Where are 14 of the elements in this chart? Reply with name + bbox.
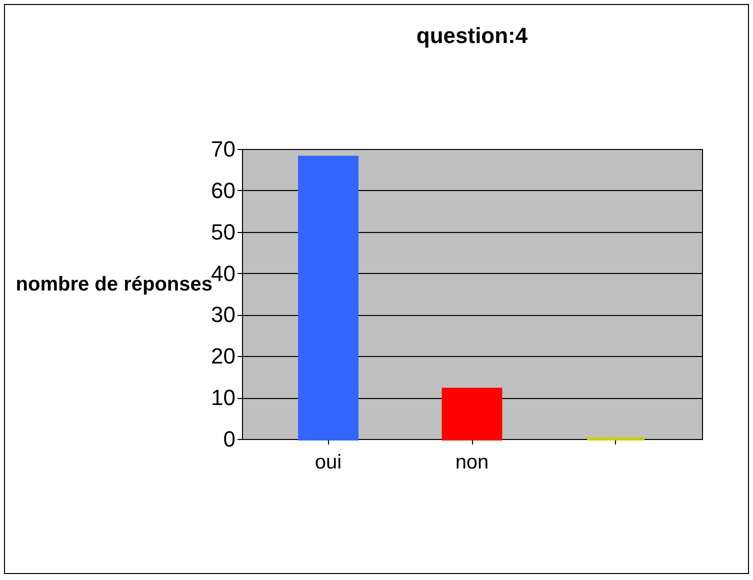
y-tick-label: 20 bbox=[211, 344, 236, 369]
y-tick-label: 70 bbox=[211, 136, 236, 162]
y-tick-label: 50 bbox=[211, 219, 236, 244]
y-tick-label: 10 bbox=[211, 385, 236, 410]
y-tick-label: 30 bbox=[211, 302, 236, 328]
bar bbox=[298, 156, 358, 440]
bar bbox=[442, 388, 502, 440]
x-tick-label: non bbox=[455, 452, 489, 474]
y-tick-label: 40 bbox=[211, 260, 236, 286]
y-tick-label: 60 bbox=[211, 178, 236, 203]
y-tick-label: 0 bbox=[223, 426, 236, 452]
x-tick-label: oui bbox=[314, 452, 342, 474]
y-axis-title: nombre de réponses bbox=[16, 274, 212, 296]
chart-title: question:4 bbox=[416, 23, 528, 48]
